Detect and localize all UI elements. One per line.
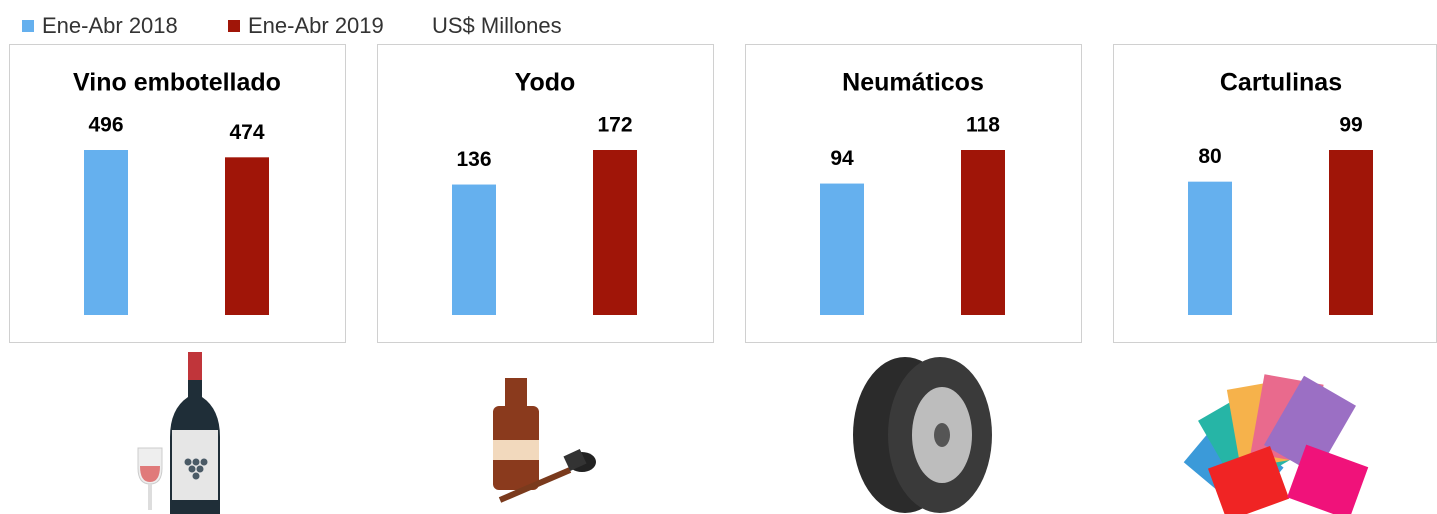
panel: Yodo 136 172 xyxy=(378,45,714,343)
panel-title: Neumáticos xyxy=(842,69,984,97)
page: Ene-Abr 2018 Ene-Abr 2019 US$ Millones Vi… xyxy=(0,0,1437,514)
value-label: 136 xyxy=(456,148,491,171)
panel: Neumáticos 94 118 xyxy=(746,45,1082,343)
value-label: 474 xyxy=(229,121,264,144)
bar xyxy=(961,150,1005,315)
value-label: 172 xyxy=(597,114,632,137)
legend-label: Ene-Abr 2018 xyxy=(42,13,178,38)
panel: Vino embotellado 496 474 xyxy=(10,45,346,343)
legend-label: Ene-Abr 2019 xyxy=(248,13,384,38)
legend-swatch xyxy=(228,20,240,32)
legend-swatch xyxy=(22,20,34,32)
chart: Ene-Abr 2018 Ene-Abr 2019 US$ Millones Vi… xyxy=(0,0,1437,514)
bar xyxy=(84,150,128,315)
bar xyxy=(225,157,269,315)
panel-title: Yodo xyxy=(515,69,576,97)
legend: Ene-Abr 2018 Ene-Abr 2019 xyxy=(22,13,384,38)
iodine-icon xyxy=(493,378,596,500)
bar xyxy=(593,150,637,315)
bar xyxy=(452,185,496,315)
value-label: 80 xyxy=(1198,145,1221,168)
panel-title: Cartulinas xyxy=(1220,69,1342,97)
bar xyxy=(820,184,864,315)
value-label: 99 xyxy=(1339,114,1362,137)
tire-icon xyxy=(853,357,992,513)
unit-label: US$ Millones xyxy=(432,13,562,38)
value-label: 118 xyxy=(966,114,1000,137)
value-label: 496 xyxy=(88,114,123,137)
panel-title: Vino embotellado xyxy=(73,69,281,97)
wine-icon xyxy=(138,352,220,514)
panels: Vino embotellado 496 474 Yodo 136 172 Neumátic… xyxy=(10,45,1437,343)
value-label: 94 xyxy=(830,147,854,170)
panel: Cartulinas 80 99 xyxy=(1114,45,1437,343)
paper-icon xyxy=(1184,374,1369,514)
bar xyxy=(1329,150,1373,315)
bar xyxy=(1188,182,1232,315)
